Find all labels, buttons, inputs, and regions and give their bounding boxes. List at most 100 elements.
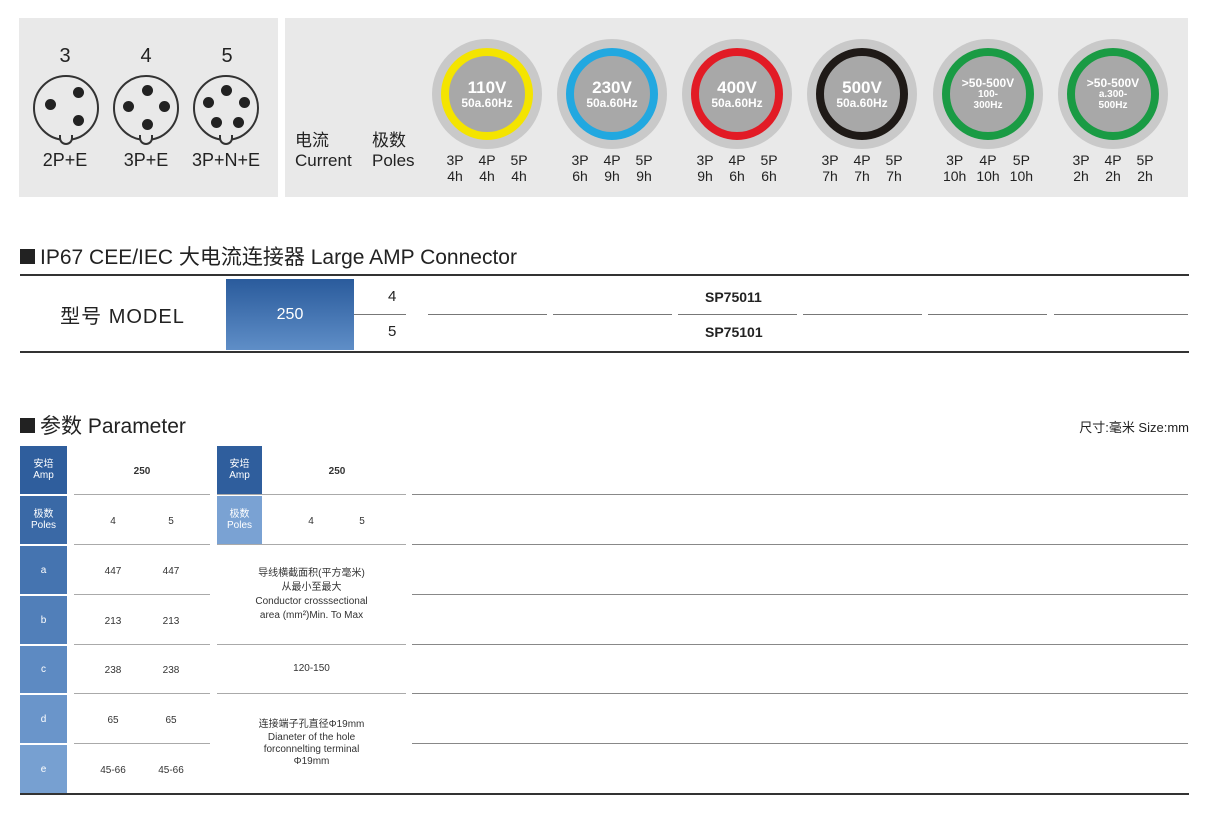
param-right-amp-header: 安培 Amp	[217, 446, 262, 494]
param-right-poles-header: 极数 Poles	[217, 496, 262, 544]
frequency-label: 100- 300Hz	[973, 89, 1003, 111]
frequency-label: 50a.60Hz	[461, 95, 513, 110]
poles-hours-4: 3P 10h 4P 10h 5P 10h	[933, 152, 1043, 184]
hours-value: 2h	[1073, 168, 1089, 184]
frequency-label: 50a.60Hz	[711, 95, 763, 110]
model-row-divider	[354, 314, 406, 315]
param-d-4: 65	[107, 715, 119, 726]
model-code-5: SP75101	[705, 324, 763, 340]
voltage-ring-inner: 500V 50a.60Hz	[816, 48, 908, 140]
param-c-5: 238	[162, 665, 180, 676]
voltage-ring-inner: 230V 50a.60Hz	[566, 48, 658, 140]
hours-value: 9h	[697, 168, 713, 184]
param-amp-value: 250	[133, 466, 151, 477]
poles-hours-cell: 4P 10h	[976, 152, 999, 184]
voltage-ring-2-icon: 400V 50a.60Hz	[682, 39, 792, 149]
poles-hours-5: 3P 2h 4P 2h 5P 2h	[1058, 152, 1168, 184]
voltage-ring-inner: 110V 50a.60Hz	[441, 48, 533, 140]
poles-hours-cell: 4P 4h	[476, 152, 498, 184]
hours-value: 4h	[479, 168, 495, 184]
param-bottom-rule	[20, 793, 1189, 795]
poles-hours-cell: 3P 10h	[943, 152, 966, 184]
param-a-5: 447	[162, 566, 180, 577]
hours-value: 2h	[1105, 168, 1121, 184]
poles-en: Poles	[372, 151, 415, 170]
pole-count: 4P	[979, 152, 997, 168]
param-key-a: a	[20, 546, 67, 594]
param-key-c: c	[20, 646, 67, 693]
frequency-label: 50a.60Hz	[836, 95, 888, 110]
pin-label-5: 3P+N+E	[191, 150, 261, 170]
hours-value: 6h	[729, 168, 745, 184]
poles-hours-cell: 3P 6h	[569, 152, 591, 184]
voltage-ring-inner: >50-500V a.300- 500Hz	[1067, 48, 1159, 140]
param-poles-header: 极数 Poles	[20, 496, 67, 544]
pole-count: 4P	[478, 152, 496, 168]
poles-cn: 极数	[372, 131, 406, 150]
poles-hours-cell: 3P 2h	[1070, 152, 1092, 184]
param-b-5: 213	[162, 616, 180, 627]
pole-count: 3P	[696, 152, 714, 168]
hours-value: 7h	[886, 168, 902, 184]
voltage-ring-1-icon: 230V 50a.60Hz	[557, 39, 667, 149]
size-unit-note: 尺寸:毫米 Size:mm	[1079, 420, 1189, 435]
voltage-ring-5-icon: >50-500V a.300- 500Hz	[1058, 39, 1168, 149]
pole-count: 4P	[603, 152, 621, 168]
model-poles-4: 4	[388, 288, 397, 305]
poles-hours-cell: 5P 10h	[1010, 152, 1033, 184]
hours-value: 6h	[761, 168, 777, 184]
pole-count: 4P	[853, 152, 871, 168]
hours-value: 6h	[572, 168, 588, 184]
voltage-ring-inner: 400V 50a.60Hz	[691, 48, 783, 140]
cross-section-cn: 导线横截面积(平方毫米) 从最小至最大 Conductor crosssecti…	[255, 568, 368, 621]
frequency-label: a.300- 500Hz	[1098, 89, 1128, 111]
param-poles-4: 4	[110, 516, 116, 527]
param-key-b: b	[20, 596, 67, 644]
poles-hours-cell: 4P 9h	[601, 152, 623, 184]
hours-value: 4h	[447, 168, 463, 184]
pole-count: 3P	[446, 152, 464, 168]
hours-value: 10h	[976, 168, 1000, 184]
pole-count: 4P	[728, 152, 746, 168]
poles-hours-1: 3P 6h 4P 9h 5P 9h	[557, 152, 667, 184]
poles-hours-cell: 4P 6h	[726, 152, 748, 184]
square-bullet-icon	[20, 417, 35, 433]
hours-value: 9h	[636, 168, 652, 184]
pole-count: 5P	[760, 152, 778, 168]
param-c-4: 238	[104, 665, 122, 676]
param-right-amp-value: 250	[328, 466, 346, 477]
voltage-label: >50-500V	[961, 76, 1015, 90]
param-poles-5: 5	[168, 516, 174, 527]
pin-count-3: 3	[59, 45, 71, 67]
cross-section-value: 120-150	[293, 663, 330, 674]
hours-value: 10h	[942, 168, 967, 184]
terminal-hole-note: 连接端子孔直径Φ19mm Dianeter of the hole forcon…	[258, 719, 365, 767]
param-e-5: 45-66	[158, 765, 184, 776]
voltage-ring-inner: >50-500V 100- 300Hz	[942, 48, 1034, 140]
hours-value: 9h	[604, 168, 620, 184]
voltage-ring-3-icon: 500V 50a.60Hz	[807, 39, 917, 149]
hours-value: 7h	[854, 168, 870, 184]
poles-hours-2: 3P 9h 4P 6h 5P 6h	[682, 152, 792, 184]
poles-hours-0: 3P 4h 4P 4h 5P 4h	[432, 152, 542, 184]
model-top-rule	[20, 274, 1189, 276]
poles-hours-cell: 5P 6h	[758, 152, 780, 184]
square-bullet-icon	[20, 248, 35, 264]
pole-count: 5P	[885, 152, 903, 168]
model-bottom-rule	[20, 351, 1189, 353]
pole-count: 3P	[1072, 152, 1090, 168]
pole-count: 5P	[510, 152, 528, 168]
voltage-ring-0-icon: 110V 50a.60Hz	[432, 39, 542, 149]
pole-count: 5P	[1012, 152, 1030, 168]
pole-count: 5P	[1136, 152, 1154, 168]
pin-count-5: 5	[221, 45, 233, 67]
current-en: Current	[295, 151, 352, 170]
poles-hours-cell: 4P 2h	[1102, 152, 1124, 184]
param-right-poles-4: 4	[308, 516, 314, 527]
param-key-e: e	[20, 745, 67, 793]
voltage-label: 400V	[717, 77, 757, 97]
param-right-poles-5: 5	[359, 516, 365, 527]
pin-label-3: 2P+E	[42, 150, 88, 170]
section-parameter-title: 参数 Parameter	[20, 410, 186, 440]
poles-hours-cell: 3P 9h	[694, 152, 716, 184]
